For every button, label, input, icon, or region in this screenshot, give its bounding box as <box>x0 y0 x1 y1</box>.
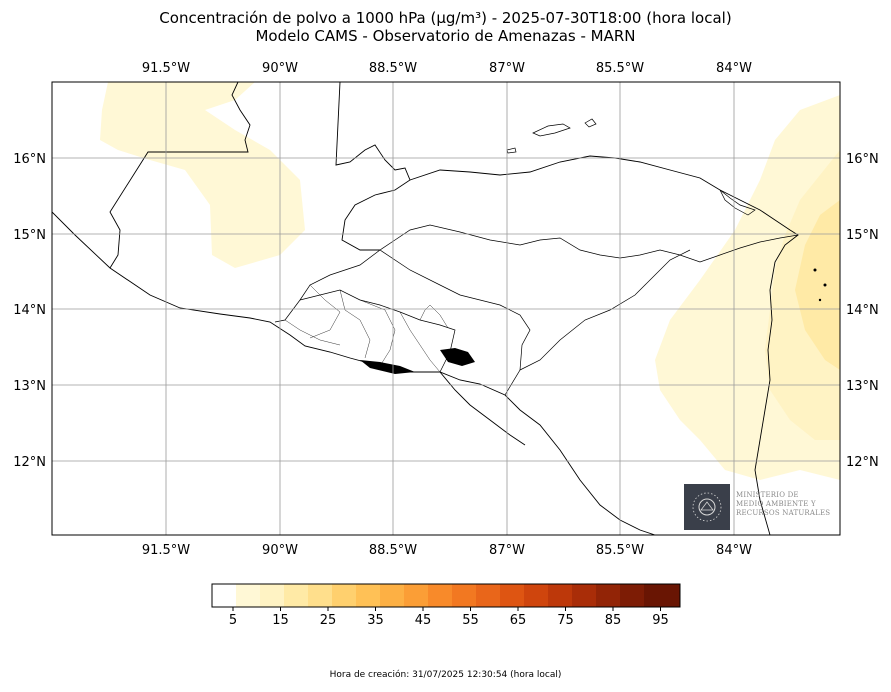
belize-coast <box>335 82 411 251</box>
colorbar-swatch <box>284 584 309 607</box>
caribbean-coast <box>409 155 799 535</box>
lake <box>360 360 415 374</box>
lon-label-bottom: 84°W <box>716 543 752 558</box>
lakes-islets <box>360 268 827 374</box>
lat-label-right: 15°N <box>846 228 879 243</box>
map-subtitle: Modelo CAMS - Observatorio de Amenazas -… <box>255 27 636 45</box>
colorbar-swatch <box>236 584 261 607</box>
admin-borders <box>284 284 449 373</box>
lon-label-top: 90°W <box>262 61 298 76</box>
admin-border <box>399 311 441 373</box>
colorbar-tick-label: 45 <box>415 613 432 628</box>
border <box>519 249 691 371</box>
lon-label-bottom: 87°W <box>489 543 525 558</box>
island <box>506 147 517 154</box>
fonseca-coast <box>439 371 526 446</box>
lat-label-left: 13°N <box>13 379 46 394</box>
colorbar-swatch <box>356 584 381 607</box>
islands <box>506 118 756 216</box>
lat-label-right: 13°N <box>846 379 879 394</box>
lat-label-left: 15°N <box>13 228 46 243</box>
logo-text-line: RECURSOS NATURALES <box>736 509 831 517</box>
admin-border <box>419 304 449 329</box>
islet <box>818 298 822 302</box>
admin-border <box>284 319 341 346</box>
lon-label-top: 85.5°W <box>596 61 644 76</box>
logo-stars <box>692 492 722 522</box>
colorbar-swatch <box>548 584 573 607</box>
lat-label-right: 14°N <box>846 303 879 318</box>
colorbar-tick-label: 35 <box>367 613 384 628</box>
border <box>379 224 799 263</box>
lon-label-bottom: 85.5°W <box>596 543 644 558</box>
colorbar-tick-label: 85 <box>605 613 622 628</box>
map-title: Concentración de polvo a 1000 hPa (µg/m³… <box>159 9 732 27</box>
islet <box>813 268 817 272</box>
admin-border <box>339 289 371 359</box>
colorbar-tick-label: 55 <box>462 613 479 628</box>
creation-time: Hora de creación: 31/07/2025 12:30:54 (h… <box>329 670 562 680</box>
lon-label-top: 88.5°W <box>369 61 417 76</box>
colorbar-swatch <box>260 584 285 607</box>
lon-label-bottom: 90°W <box>262 543 298 558</box>
logo-seal <box>698 498 716 516</box>
lat-label-left: 16°N <box>13 152 46 167</box>
lat-label-left: 12°N <box>13 455 46 470</box>
gridlines <box>52 82 840 535</box>
logo-text-line: MINISTERIO DE <box>736 491 799 499</box>
logo-emblem <box>684 484 730 530</box>
admin-border <box>359 299 396 367</box>
island <box>719 189 756 216</box>
lat-label-left: 14°N <box>13 303 46 318</box>
colorbar-swatch <box>572 584 597 607</box>
colorbar-tick-label: 5 <box>229 613 237 628</box>
colorbar-tick-label: 95 <box>652 613 669 628</box>
lake <box>440 348 475 366</box>
dust-field <box>100 82 840 480</box>
colorbar-swatch <box>620 584 645 607</box>
border <box>379 249 531 396</box>
logo-text-line: MEDIO AMBIENTE Y <box>736 500 816 508</box>
marn-logo <box>684 484 730 530</box>
dust-area <box>100 82 305 268</box>
colorbar-tick-label: 75 <box>557 613 574 628</box>
lon-label-top: 84°W <box>716 61 752 76</box>
island <box>584 118 597 128</box>
colorbar-swatch <box>452 584 477 607</box>
lon-label-bottom: 91.5°W <box>142 543 190 558</box>
islet <box>823 283 827 287</box>
colorbar-swatch <box>596 584 621 607</box>
colorbar-tick-label: 65 <box>510 613 527 628</box>
colorbar-swatch <box>524 584 549 607</box>
island <box>532 123 571 137</box>
colorbar-tick-label: 25 <box>320 613 337 628</box>
colorbar-tick-label: 15 <box>272 613 289 628</box>
colorbar-swatch <box>428 584 453 607</box>
colorbar-frame <box>211 583 681 608</box>
colorbar: 5 15 25 35 45 55 65 75 85 95 <box>211 583 681 628</box>
colorbar-swatch <box>500 584 525 607</box>
lon-label-top: 87°W <box>489 61 525 76</box>
colorbar-swatch <box>404 584 429 607</box>
map-frame <box>51 81 841 536</box>
colorbar-swatch <box>380 584 405 607</box>
colorbar-swatch <box>476 584 501 607</box>
logo-triangle <box>700 501 714 511</box>
dust-area <box>795 200 840 370</box>
lat-label-right: 12°N <box>846 455 879 470</box>
colorbar-swatch <box>308 584 333 607</box>
lat-label-right: 16°N <box>846 152 879 167</box>
logo-text: MINISTERIO DE MEDIO AMBIENTE Y RECURSOS … <box>736 491 830 518</box>
admin-border <box>309 284 341 339</box>
lon-label-top: 91.5°W <box>142 61 190 76</box>
lon-label-bottom: 88.5°W <box>369 543 417 558</box>
colorbar-swatch <box>332 584 357 607</box>
colorbar-swatch <box>644 584 680 607</box>
colorbar-swatch <box>212 584 237 607</box>
